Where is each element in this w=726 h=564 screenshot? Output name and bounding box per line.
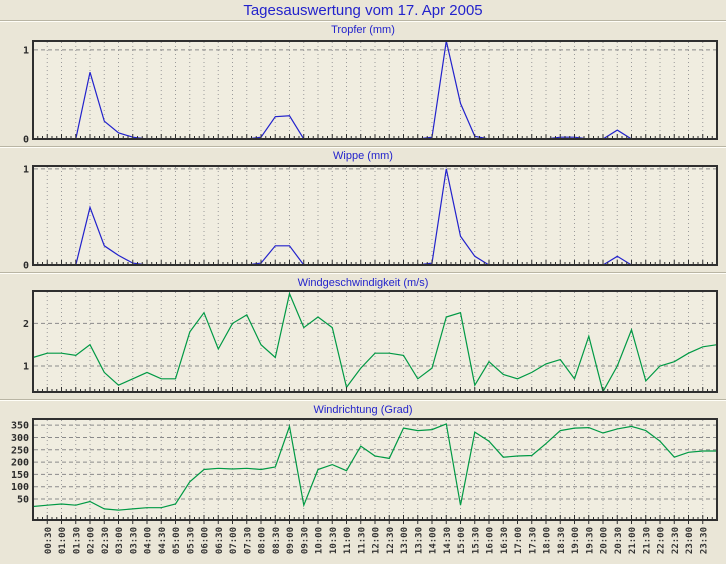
- x-tick-label: 14:00: [429, 527, 439, 554]
- x-tick-label: 19:30: [585, 527, 595, 554]
- x-tick-label: 14:30: [443, 527, 453, 554]
- x-tick-label: 10:00: [315, 527, 325, 554]
- x-tick-label: 13:30: [414, 527, 424, 554]
- section-divider: [0, 399, 726, 401]
- x-tick-label: 18:00: [543, 527, 553, 554]
- plot-frame: [32, 165, 718, 266]
- chart-title-windgeschwindigkeit: Windgeschwindigkeit (m/s): [297, 277, 429, 289]
- x-tick-label: 03:30: [129, 527, 139, 554]
- y-tick-label: 0: [23, 261, 29, 272]
- y-tick-label: 150: [11, 470, 29, 481]
- x-tick-label: 17:30: [528, 527, 538, 554]
- x-tick-label: 05:30: [186, 527, 196, 554]
- y-tick-label: 0: [23, 135, 29, 146]
- x-tick-label: 12:00: [372, 527, 382, 554]
- y-tick-label: 2: [23, 319, 29, 330]
- x-tick-label: 23:00: [685, 527, 695, 554]
- x-tick-label: 21:30: [642, 527, 652, 554]
- series-line-4: [32, 423, 717, 511]
- x-tick-label: 16:30: [500, 527, 510, 554]
- x-tick-label: 21:00: [628, 527, 638, 554]
- x-tick-label: 12:30: [386, 527, 396, 554]
- x-tick-label: 11:30: [357, 527, 367, 554]
- x-tick-label: 08:00: [258, 527, 268, 554]
- x-tick-label: 01:30: [72, 527, 82, 554]
- x-tick-label: 09:30: [300, 527, 310, 554]
- x-tick-label: 22:30: [671, 527, 681, 554]
- x-tick-label: 19:00: [571, 527, 581, 554]
- section-divider: [0, 20, 726, 22]
- x-tick-label: 04:30: [158, 527, 168, 554]
- x-tick-label: 09:00: [286, 527, 296, 554]
- x-tick-label: 07:00: [229, 527, 239, 554]
- x-tick-label: 06:30: [215, 527, 225, 554]
- x-tick-label: 02:00: [87, 527, 97, 554]
- y-tick-label: 50: [17, 495, 29, 506]
- x-tick-label: 05:00: [172, 527, 182, 554]
- x-tick-label: 00:30: [44, 527, 54, 554]
- y-tick-label: 100: [11, 482, 29, 493]
- y-tick-label: 250: [11, 445, 29, 456]
- plot-area: [33, 291, 717, 392]
- x-tick-label: 06:00: [201, 527, 211, 554]
- y-tick-label: 1: [23, 164, 29, 175]
- x-tick-label: 13:00: [400, 527, 410, 554]
- x-tick-label: 11:00: [343, 527, 353, 554]
- x-tick-label: 23:30: [699, 527, 709, 554]
- x-tick-label: 20:00: [600, 527, 610, 554]
- chart-title-tropfer: Tropfer (mm): [331, 24, 395, 36]
- x-tick-label: 18:30: [557, 527, 567, 554]
- chart-title-wippe: Wippe (mm): [333, 150, 393, 162]
- y-tick-label: 1: [23, 45, 29, 56]
- y-tick-label: 1: [23, 362, 29, 373]
- section-divider: [0, 146, 726, 148]
- x-tick-label: 02:30: [101, 527, 111, 554]
- x-tick-label: 22:00: [657, 527, 667, 554]
- x-tick-label: 07:30: [243, 527, 253, 554]
- x-tick-label: 17:00: [514, 527, 524, 554]
- x-tick-label: 15:00: [457, 527, 467, 554]
- plot-frame: [32, 418, 718, 521]
- plot-area: [33, 419, 717, 520]
- y-tick-label: 200: [11, 458, 29, 469]
- y-tick-label: 350: [11, 421, 29, 432]
- x-tick-label: 15:30: [471, 527, 481, 554]
- section-divider: [0, 272, 726, 274]
- page-title: Tagesauswertung vom 17. Apr 2005: [243, 2, 483, 19]
- x-tick-label: 04:00: [144, 527, 154, 554]
- x-tick-label: 08:30: [272, 527, 282, 554]
- x-tick-label: 01:00: [58, 527, 68, 554]
- plot-frame: [32, 40, 718, 140]
- x-tick-label: 20:30: [614, 527, 624, 554]
- plot-frame: [32, 290, 718, 393]
- y-tick-label: 300: [11, 433, 29, 444]
- x-tick-label: 10:30: [329, 527, 339, 554]
- chart-title-windrichtung: Windrichtung (Grad): [313, 404, 413, 416]
- x-tick-label: 16:00: [486, 527, 496, 554]
- x-tick-label: 03:00: [115, 527, 125, 554]
